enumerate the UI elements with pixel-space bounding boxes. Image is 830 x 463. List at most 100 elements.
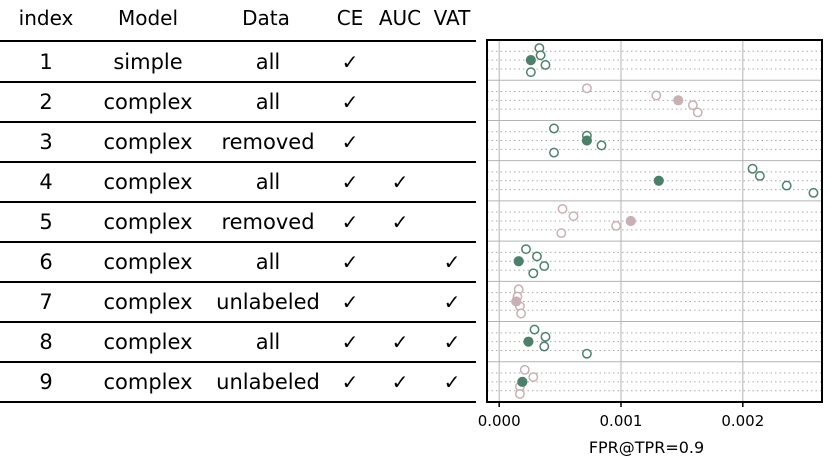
table-rule: [0, 281, 476, 283]
row-index: 6: [39, 250, 53, 274]
run-point: [519, 364, 530, 375]
x-axis-label: FPR@TPR=0.9: [589, 438, 704, 457]
x-tick-label: 0.000: [478, 412, 521, 430]
run-point: [539, 341, 550, 352]
run-point: [531, 251, 542, 262]
run-point: [525, 67, 536, 78]
check-ce: ✓: [341, 250, 359, 274]
run-point: [808, 187, 819, 198]
table-rule: [0, 40, 476, 42]
x-tick-label: 0.002: [721, 412, 764, 430]
row-data: all: [255, 90, 281, 114]
row-index: 3: [39, 130, 53, 154]
check-auc: ✓: [391, 170, 409, 194]
row-data: removed: [221, 130, 315, 154]
row-model: complex: [103, 370, 193, 394]
check-ce: ✓: [341, 330, 359, 354]
header-auc: AUC: [378, 6, 422, 30]
check-auc: ✓: [391, 330, 409, 354]
check-vat: ✓: [443, 250, 461, 274]
run-point: [557, 203, 568, 214]
run-point: [747, 163, 758, 174]
row-model: complex: [103, 330, 193, 354]
row-index: 4: [39, 170, 53, 194]
table-rule: [0, 201, 476, 203]
run-point: [781, 180, 792, 191]
row-index: 7: [39, 290, 53, 314]
row-index: 8: [39, 330, 53, 354]
row-model: complex: [103, 90, 193, 114]
row-data: all: [255, 250, 281, 274]
run-point: [556, 228, 567, 239]
table-rule: [0, 361, 476, 363]
header-index: index: [18, 6, 74, 30]
check-ce: ✓: [341, 370, 359, 394]
mean-point: [511, 296, 522, 307]
run-point: [516, 308, 527, 319]
x-tick-label: 0.001: [600, 412, 643, 430]
check-auc: ✓: [391, 370, 409, 394]
check-vat: ✓: [443, 330, 461, 354]
table-rule: [0, 401, 476, 403]
row-data: all: [255, 50, 281, 74]
check-auc: ✓: [391, 210, 409, 234]
row-model: complex: [103, 210, 193, 234]
run-point: [528, 268, 539, 279]
header-data: Data: [242, 6, 290, 30]
run-point: [528, 372, 539, 383]
run-point: [535, 50, 546, 61]
row-index: 2: [39, 90, 53, 114]
run-point: [549, 123, 559, 134]
run-point: [596, 140, 607, 151]
table-rule: [0, 321, 476, 323]
run-point: [581, 83, 592, 94]
mean-point: [581, 135, 592, 146]
results-table: index Model Data CE AUC VAT 1 simple all ✓ 2…: [0, 6, 476, 403]
row-data: unlabeled: [216, 290, 320, 314]
plot-frame: [486, 39, 823, 403]
row-model: complex: [103, 290, 193, 314]
table-rule: [0, 81, 476, 83]
run-point: [539, 261, 550, 271]
run-point: [687, 100, 698, 111]
row-model: complex: [103, 130, 193, 154]
check-ce: ✓: [341, 210, 359, 234]
row-index: 1: [39, 50, 53, 74]
run-point: [568, 211, 579, 222]
table-rule: [0, 121, 476, 123]
run-point: [581, 348, 592, 359]
row-data: unlabeled: [216, 370, 320, 394]
run-point: [540, 331, 551, 342]
check-vat: ✓: [443, 290, 461, 314]
row-index: 5: [39, 210, 53, 234]
table-rule: [0, 241, 476, 243]
header-model: Model: [117, 6, 179, 30]
check-ce: ✓: [341, 130, 359, 154]
row-data: all: [255, 330, 281, 354]
check-ce: ✓: [341, 50, 359, 74]
mean-point: [653, 175, 664, 186]
check-ce: ✓: [341, 90, 359, 114]
run-point: [521, 244, 531, 255]
check-ce: ✓: [341, 170, 359, 194]
run-point: [651, 90, 662, 101]
run-point: [611, 220, 622, 231]
mean-point: [673, 95, 684, 106]
mean-point: [517, 376, 528, 387]
run-point: [754, 171, 765, 181]
mean-point: [523, 336, 534, 347]
run-point: [692, 107, 703, 118]
row-data: all: [255, 170, 281, 194]
header-ce: CE: [336, 6, 364, 30]
row-model: simple: [113, 50, 183, 74]
mean-point: [513, 256, 524, 267]
row-data: removed: [221, 210, 315, 234]
row-model: complex: [103, 250, 193, 274]
header-vat: VAT: [433, 6, 471, 30]
check-ce: ✓: [341, 290, 359, 314]
run-point: [549, 147, 559, 158]
run-point: [529, 324, 540, 335]
mean-point: [525, 55, 536, 66]
check-vat: ✓: [443, 370, 461, 394]
